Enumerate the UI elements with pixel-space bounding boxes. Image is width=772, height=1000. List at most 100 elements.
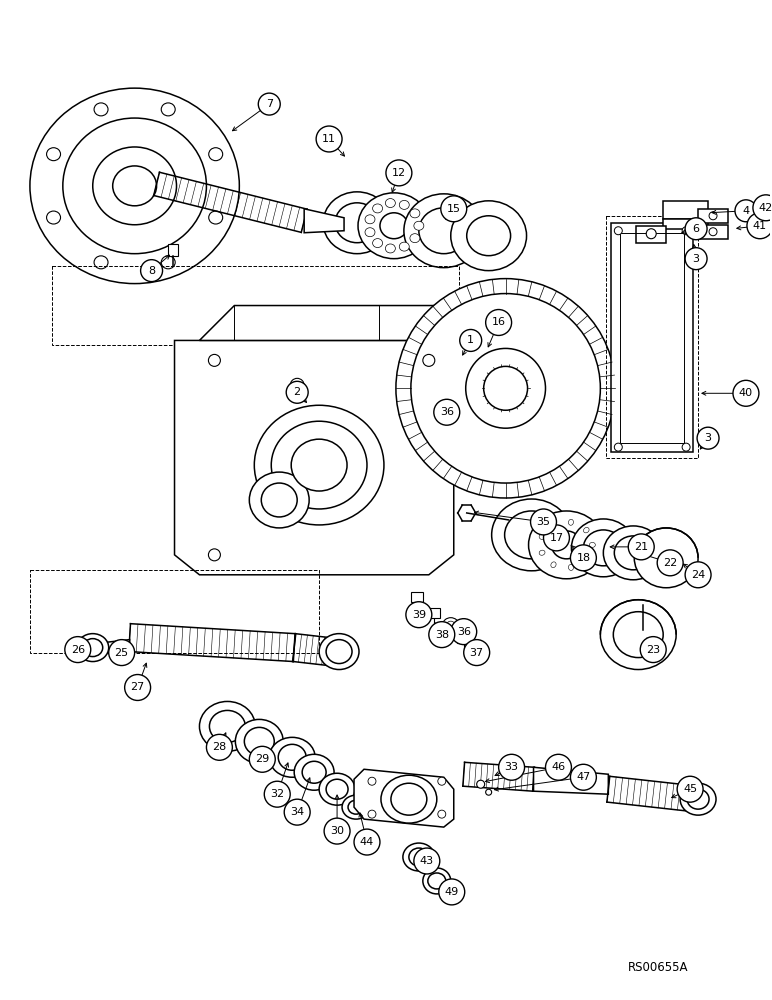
Circle shape bbox=[486, 789, 492, 795]
Text: 11: 11 bbox=[322, 134, 336, 144]
Circle shape bbox=[464, 640, 489, 666]
Ellipse shape bbox=[30, 88, 239, 284]
Ellipse shape bbox=[291, 439, 347, 491]
Text: 2: 2 bbox=[293, 387, 301, 397]
Text: 39: 39 bbox=[411, 610, 426, 620]
Circle shape bbox=[290, 378, 304, 392]
Ellipse shape bbox=[451, 201, 527, 271]
Text: 40: 40 bbox=[739, 388, 753, 398]
Circle shape bbox=[428, 622, 455, 648]
Circle shape bbox=[543, 525, 570, 551]
Ellipse shape bbox=[615, 536, 652, 570]
Ellipse shape bbox=[161, 103, 175, 116]
Circle shape bbox=[682, 443, 690, 451]
Text: 15: 15 bbox=[447, 204, 461, 214]
Text: 18: 18 bbox=[577, 553, 591, 563]
Circle shape bbox=[709, 212, 717, 220]
Ellipse shape bbox=[571, 519, 635, 577]
Ellipse shape bbox=[410, 234, 420, 243]
Circle shape bbox=[386, 160, 412, 186]
Ellipse shape bbox=[294, 754, 334, 790]
Text: 21: 21 bbox=[634, 542, 648, 552]
Text: 44: 44 bbox=[360, 837, 374, 847]
Circle shape bbox=[441, 196, 467, 222]
Ellipse shape bbox=[467, 216, 510, 256]
Circle shape bbox=[466, 348, 546, 428]
Polygon shape bbox=[698, 209, 728, 223]
Circle shape bbox=[677, 776, 703, 802]
Text: 29: 29 bbox=[256, 754, 269, 764]
Text: 30: 30 bbox=[330, 826, 344, 836]
Circle shape bbox=[615, 443, 622, 451]
Ellipse shape bbox=[46, 211, 60, 224]
Circle shape bbox=[438, 879, 465, 905]
Ellipse shape bbox=[76, 634, 109, 662]
Circle shape bbox=[735, 200, 757, 222]
Circle shape bbox=[640, 637, 666, 663]
Ellipse shape bbox=[348, 800, 364, 814]
Text: RS00655A: RS00655A bbox=[628, 961, 689, 974]
Circle shape bbox=[206, 734, 232, 760]
Circle shape bbox=[109, 640, 134, 666]
Ellipse shape bbox=[687, 789, 709, 809]
Circle shape bbox=[396, 279, 615, 498]
Ellipse shape bbox=[391, 783, 427, 815]
Polygon shape bbox=[457, 632, 471, 643]
Ellipse shape bbox=[381, 775, 437, 823]
Ellipse shape bbox=[199, 701, 256, 751]
Ellipse shape bbox=[254, 405, 384, 525]
Text: 32: 32 bbox=[270, 789, 284, 799]
Ellipse shape bbox=[584, 530, 623, 566]
Circle shape bbox=[65, 637, 91, 663]
Text: 26: 26 bbox=[71, 645, 85, 655]
Ellipse shape bbox=[529, 511, 604, 579]
Circle shape bbox=[208, 354, 220, 366]
Circle shape bbox=[685, 562, 711, 588]
Circle shape bbox=[316, 126, 342, 152]
Polygon shape bbox=[304, 209, 344, 233]
Ellipse shape bbox=[601, 600, 676, 670]
Ellipse shape bbox=[319, 773, 355, 805]
Polygon shape bbox=[428, 608, 440, 618]
Circle shape bbox=[682, 227, 690, 235]
Ellipse shape bbox=[235, 719, 283, 763]
Ellipse shape bbox=[447, 621, 455, 628]
Ellipse shape bbox=[399, 242, 409, 251]
Circle shape bbox=[354, 829, 380, 855]
Ellipse shape bbox=[403, 843, 435, 871]
Text: 36: 36 bbox=[457, 627, 471, 637]
Circle shape bbox=[646, 229, 656, 239]
Circle shape bbox=[294, 382, 300, 388]
Text: 42: 42 bbox=[759, 203, 772, 213]
Text: 1: 1 bbox=[467, 335, 474, 345]
Ellipse shape bbox=[335, 203, 379, 243]
Text: 16: 16 bbox=[492, 317, 506, 327]
Circle shape bbox=[733, 380, 759, 406]
Text: 41: 41 bbox=[753, 221, 767, 231]
Ellipse shape bbox=[93, 147, 177, 225]
Ellipse shape bbox=[209, 710, 245, 742]
Circle shape bbox=[486, 310, 512, 335]
Ellipse shape bbox=[604, 526, 663, 580]
Circle shape bbox=[499, 754, 524, 780]
Polygon shape bbox=[168, 244, 178, 256]
Ellipse shape bbox=[419, 208, 469, 254]
Text: 24: 24 bbox=[691, 570, 705, 580]
Ellipse shape bbox=[380, 213, 408, 239]
Ellipse shape bbox=[613, 612, 663, 658]
Circle shape bbox=[141, 260, 163, 282]
Ellipse shape bbox=[423, 868, 451, 894]
Ellipse shape bbox=[326, 640, 352, 664]
Ellipse shape bbox=[302, 761, 326, 783]
Circle shape bbox=[571, 764, 596, 790]
Text: 3: 3 bbox=[705, 433, 712, 443]
Ellipse shape bbox=[410, 209, 420, 218]
Text: 17: 17 bbox=[550, 533, 564, 543]
Polygon shape bbox=[411, 592, 423, 602]
Polygon shape bbox=[199, 306, 464, 340]
Polygon shape bbox=[636, 226, 666, 243]
Circle shape bbox=[709, 228, 717, 236]
Text: 34: 34 bbox=[290, 807, 304, 817]
Circle shape bbox=[249, 746, 276, 772]
Circle shape bbox=[530, 509, 557, 535]
